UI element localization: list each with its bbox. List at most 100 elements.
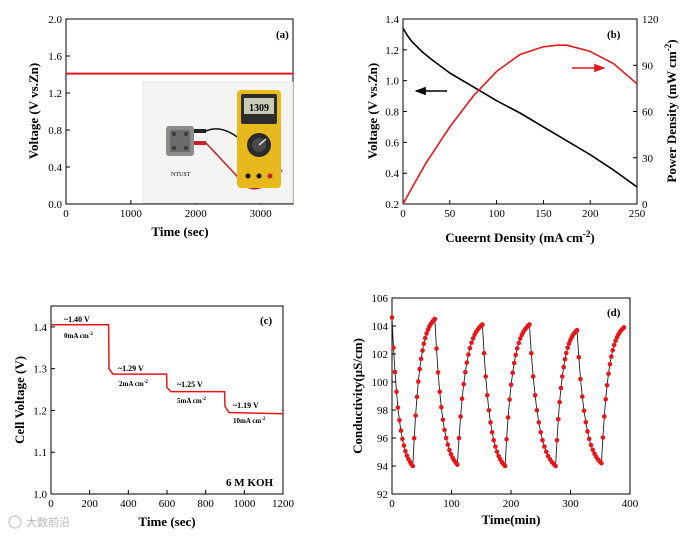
panel-b-xtick-label: 100	[488, 208, 505, 220]
conductivity-point	[557, 399, 562, 405]
panel-b-ytick-label: 0.4	[385, 168, 399, 180]
conductivity-point	[610, 347, 615, 353]
conductivity-point	[442, 427, 447, 433]
conductivity-point	[566, 341, 572, 346]
conductivity-point	[489, 430, 495, 435]
conductivity-point	[421, 341, 427, 347]
panel-a-ytick-label: 0.0	[48, 199, 62, 211]
conductivity-point	[585, 429, 590, 434]
conductivity-point	[410, 463, 416, 469]
conductivity-point	[434, 346, 439, 351]
conductivity-point	[467, 345, 473, 351]
panel-d-ytick-label: 104	[372, 321, 389, 333]
conductivity-point	[621, 325, 627, 330]
panel-b-y2label: Power Density (mW cm-2)	[663, 39, 679, 182]
panel-a-ytick-label: 1.2	[48, 88, 62, 100]
panel-c-xtick-label: 800	[197, 498, 214, 510]
conductivity-point	[604, 382, 610, 388]
conductivity-point	[392, 369, 398, 375]
panel-b-ytick-label: 0.2	[385, 199, 399, 211]
annotation-voltage-3: ~1.25 V	[177, 380, 203, 389]
conductivity-point	[480, 322, 485, 327]
panel-a-xtick-label: 0	[63, 208, 69, 220]
conductivity-point	[417, 366, 423, 372]
panel-b-xtick-label: 0	[400, 208, 406, 220]
panel-c-xtick-label: 1200	[272, 498, 295, 510]
conductivity-point	[590, 447, 595, 453]
conductivity-point	[394, 389, 399, 395]
panel-a-ytick-label: 1.6	[48, 51, 62, 63]
panel-b-xtick-label: 250	[629, 208, 646, 220]
panel-a-ytick-label: 0.8	[48, 125, 62, 137]
panel-d-xlabel: Time(min)	[482, 512, 541, 527]
conductivity-point	[470, 336, 476, 341]
conductivity-point	[435, 370, 441, 375]
panel-d-ytick-label: 96	[377, 433, 389, 445]
conductivity-point	[553, 463, 558, 469]
inset-note: NTUST	[171, 172, 191, 178]
conductivity-point	[485, 392, 490, 398]
conductivity-point	[389, 315, 395, 320]
conductivity-point	[578, 376, 583, 382]
conductivity-point	[530, 374, 536, 379]
conductivity-point	[469, 340, 474, 346]
cell-voltage-curve	[51, 324, 284, 415]
conductivity-point	[459, 396, 465, 402]
panel-b-frame	[402, 18, 638, 205]
conductivity-point	[606, 371, 611, 377]
conductivity-point	[391, 345, 396, 351]
panel-b: 0 50 100 150 200 250 0.2 0.4 0.6 0.8 1.0 1.2 1.4 0 30 6…	[365, 14, 679, 245]
panel-b-ytick-label: 0.6	[385, 137, 399, 149]
svg-text:1309: 1309	[249, 103, 269, 114]
conductivity-point	[420, 348, 425, 353]
conductivity-point	[440, 417, 446, 423]
annotation-current-3: 5mA cm-2	[177, 397, 206, 405]
conductivity-point	[581, 408, 587, 414]
conductivity-point	[588, 442, 594, 448]
panel-b-xlabel: Cueernt Density (mA cm-2)	[445, 229, 594, 245]
panel-b-xtick-label: 200	[582, 208, 599, 220]
conductivity-point	[481, 351, 487, 356]
conductivity-point	[513, 352, 518, 358]
conductivity-point	[564, 350, 569, 356]
panel-d-ytick-label: 102	[372, 349, 389, 361]
conductivity-point	[586, 436, 592, 442]
conductivity-point	[611, 342, 617, 348]
panel-d: 0 100 200 300 400 92 94 96 98 100 102 104 106 (d) Ti…	[350, 293, 639, 527]
conductivity-point	[464, 360, 470, 365]
annotation-current-1: 0mA cm-2	[64, 332, 93, 340]
panel-c-ytick-label: 1.0	[33, 489, 47, 501]
conductivity-point	[556, 417, 561, 422]
conductivity-point	[514, 346, 520, 351]
conductivity-point	[424, 331, 429, 336]
panel-b-y2tick-label: 0	[642, 199, 648, 211]
conductivity-point	[538, 430, 543, 435]
conductivity-point	[398, 428, 404, 433]
conductivity-point	[607, 362, 613, 367]
conductivity-point	[576, 354, 582, 360]
panel-d-label: (d)	[607, 307, 621, 319]
panel-c-label: (c)	[260, 315, 273, 327]
conductivity-point	[544, 449, 549, 455]
conductivity-point	[486, 408, 492, 413]
multimeter-display	[244, 98, 274, 114]
panel-b-ylabel: Voltage (V vs.Zn)	[365, 63, 380, 159]
conductivity-point	[558, 385, 564, 391]
conductivity-point	[554, 438, 560, 443]
panel-b-label: (b)	[607, 29, 621, 41]
conductivity-point	[439, 404, 444, 410]
conductivity-point	[463, 370, 468, 375]
conductivity-point	[505, 415, 511, 420]
conductivity-point	[502, 463, 508, 469]
annotation-voltage-2: ~1.29 V	[118, 364, 144, 373]
panel-c-ytick-label: 1.1	[33, 447, 47, 459]
panel-c-ytick-label: 1.2	[33, 405, 47, 417]
conductivity-point	[600, 435, 606, 440]
panel-b-y2tick-label: 30	[642, 153, 654, 165]
conductivity-point	[403, 448, 408, 454]
panel-c-xtick-label: 400	[120, 498, 137, 510]
conductivity-point	[443, 435, 449, 441]
watermark-icon	[8, 515, 22, 529]
panel-c: 0 200 400 600 800 1000 1200 1.0 1.1 1.2 1.3 1.4 ~1.…	[12, 305, 295, 529]
conductivity-point	[483, 374, 489, 379]
